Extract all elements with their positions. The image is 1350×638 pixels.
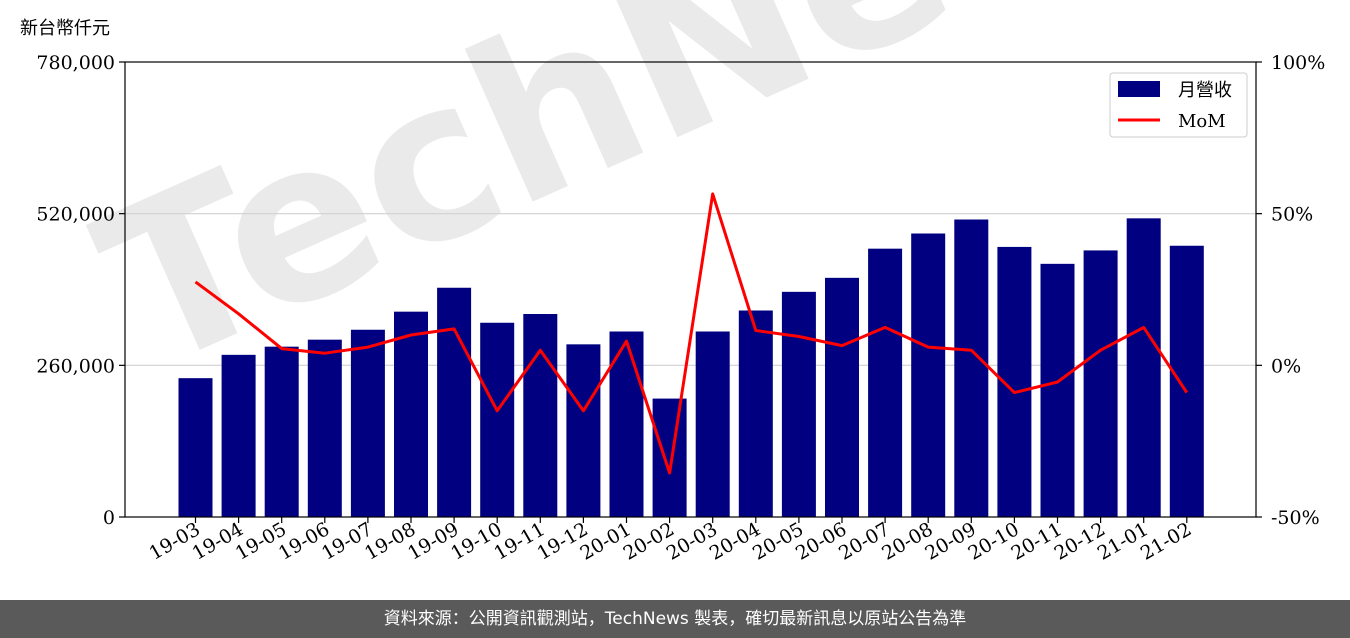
bar-19-03 (178, 378, 213, 517)
x-axis: 19-0319-0419-0519-0619-0719-0819-0919-10… (146, 517, 1195, 565)
bar-19-06 (307, 339, 342, 517)
bar-20-01 (609, 331, 644, 517)
x-tick-label: 21-02 (1137, 518, 1195, 564)
bar-19-04 (221, 354, 256, 517)
bar-21-02 (1169, 245, 1204, 517)
y-tick-label: 260,000 (36, 355, 115, 377)
y-axis-left: 0 260,000 520,000 780,000 (36, 52, 125, 529)
y-axis-label: 新台幣仟元 (20, 18, 110, 39)
mom-line-series (194, 192, 1189, 475)
legend-label-mom: MoM (1178, 111, 1226, 132)
bar-20-09 (954, 219, 989, 517)
bar-20-06 (825, 277, 859, 517)
bar-20-08 (911, 233, 946, 517)
plot-frame (124, 61, 1257, 518)
legend-label-revenue: 月營收 (1178, 80, 1232, 101)
y-tick-label: 780,000 (36, 52, 115, 74)
legend: 月營收 MoM (1109, 72, 1248, 138)
y2-tick-label: 50% (1271, 204, 1313, 226)
y-tick-label: 0 (103, 507, 115, 529)
y-axis-right: -50% 0% 50% 100% (1256, 52, 1325, 529)
bar-19-08 (394, 311, 428, 517)
y2-tick-label: 100% (1271, 52, 1325, 74)
y2-tick-label: -50% (1271, 507, 1320, 529)
legend-swatch-bar (1118, 81, 1160, 97)
bar-19-09 (437, 287, 472, 517)
bar-20-11 (1040, 263, 1075, 517)
bar-19-07 (350, 329, 385, 517)
bar-19-11 (523, 314, 558, 517)
bar-21-01 (1126, 218, 1161, 518)
footer-source-note: 資料來源：公開資訊觀測站，TechNews 製表，確切最新訊息以原站公告為準 (0, 600, 1350, 638)
y-tick-label: 520,000 (36, 204, 115, 226)
bar-19-10 (480, 322, 515, 517)
bar-19-12 (566, 344, 601, 517)
bar-series (178, 218, 1204, 518)
bar-20-03 (695, 331, 730, 517)
bar-20-02 (652, 398, 687, 517)
bar-20-07 (868, 248, 903, 517)
bar-20-04 (738, 310, 773, 517)
bar-19-05 (264, 346, 299, 517)
mom-line (194, 192, 1189, 475)
y2-tick-label: 0% (1271, 355, 1301, 377)
bar-20-12 (1083, 250, 1118, 517)
bar-20-05 (781, 291, 816, 517)
